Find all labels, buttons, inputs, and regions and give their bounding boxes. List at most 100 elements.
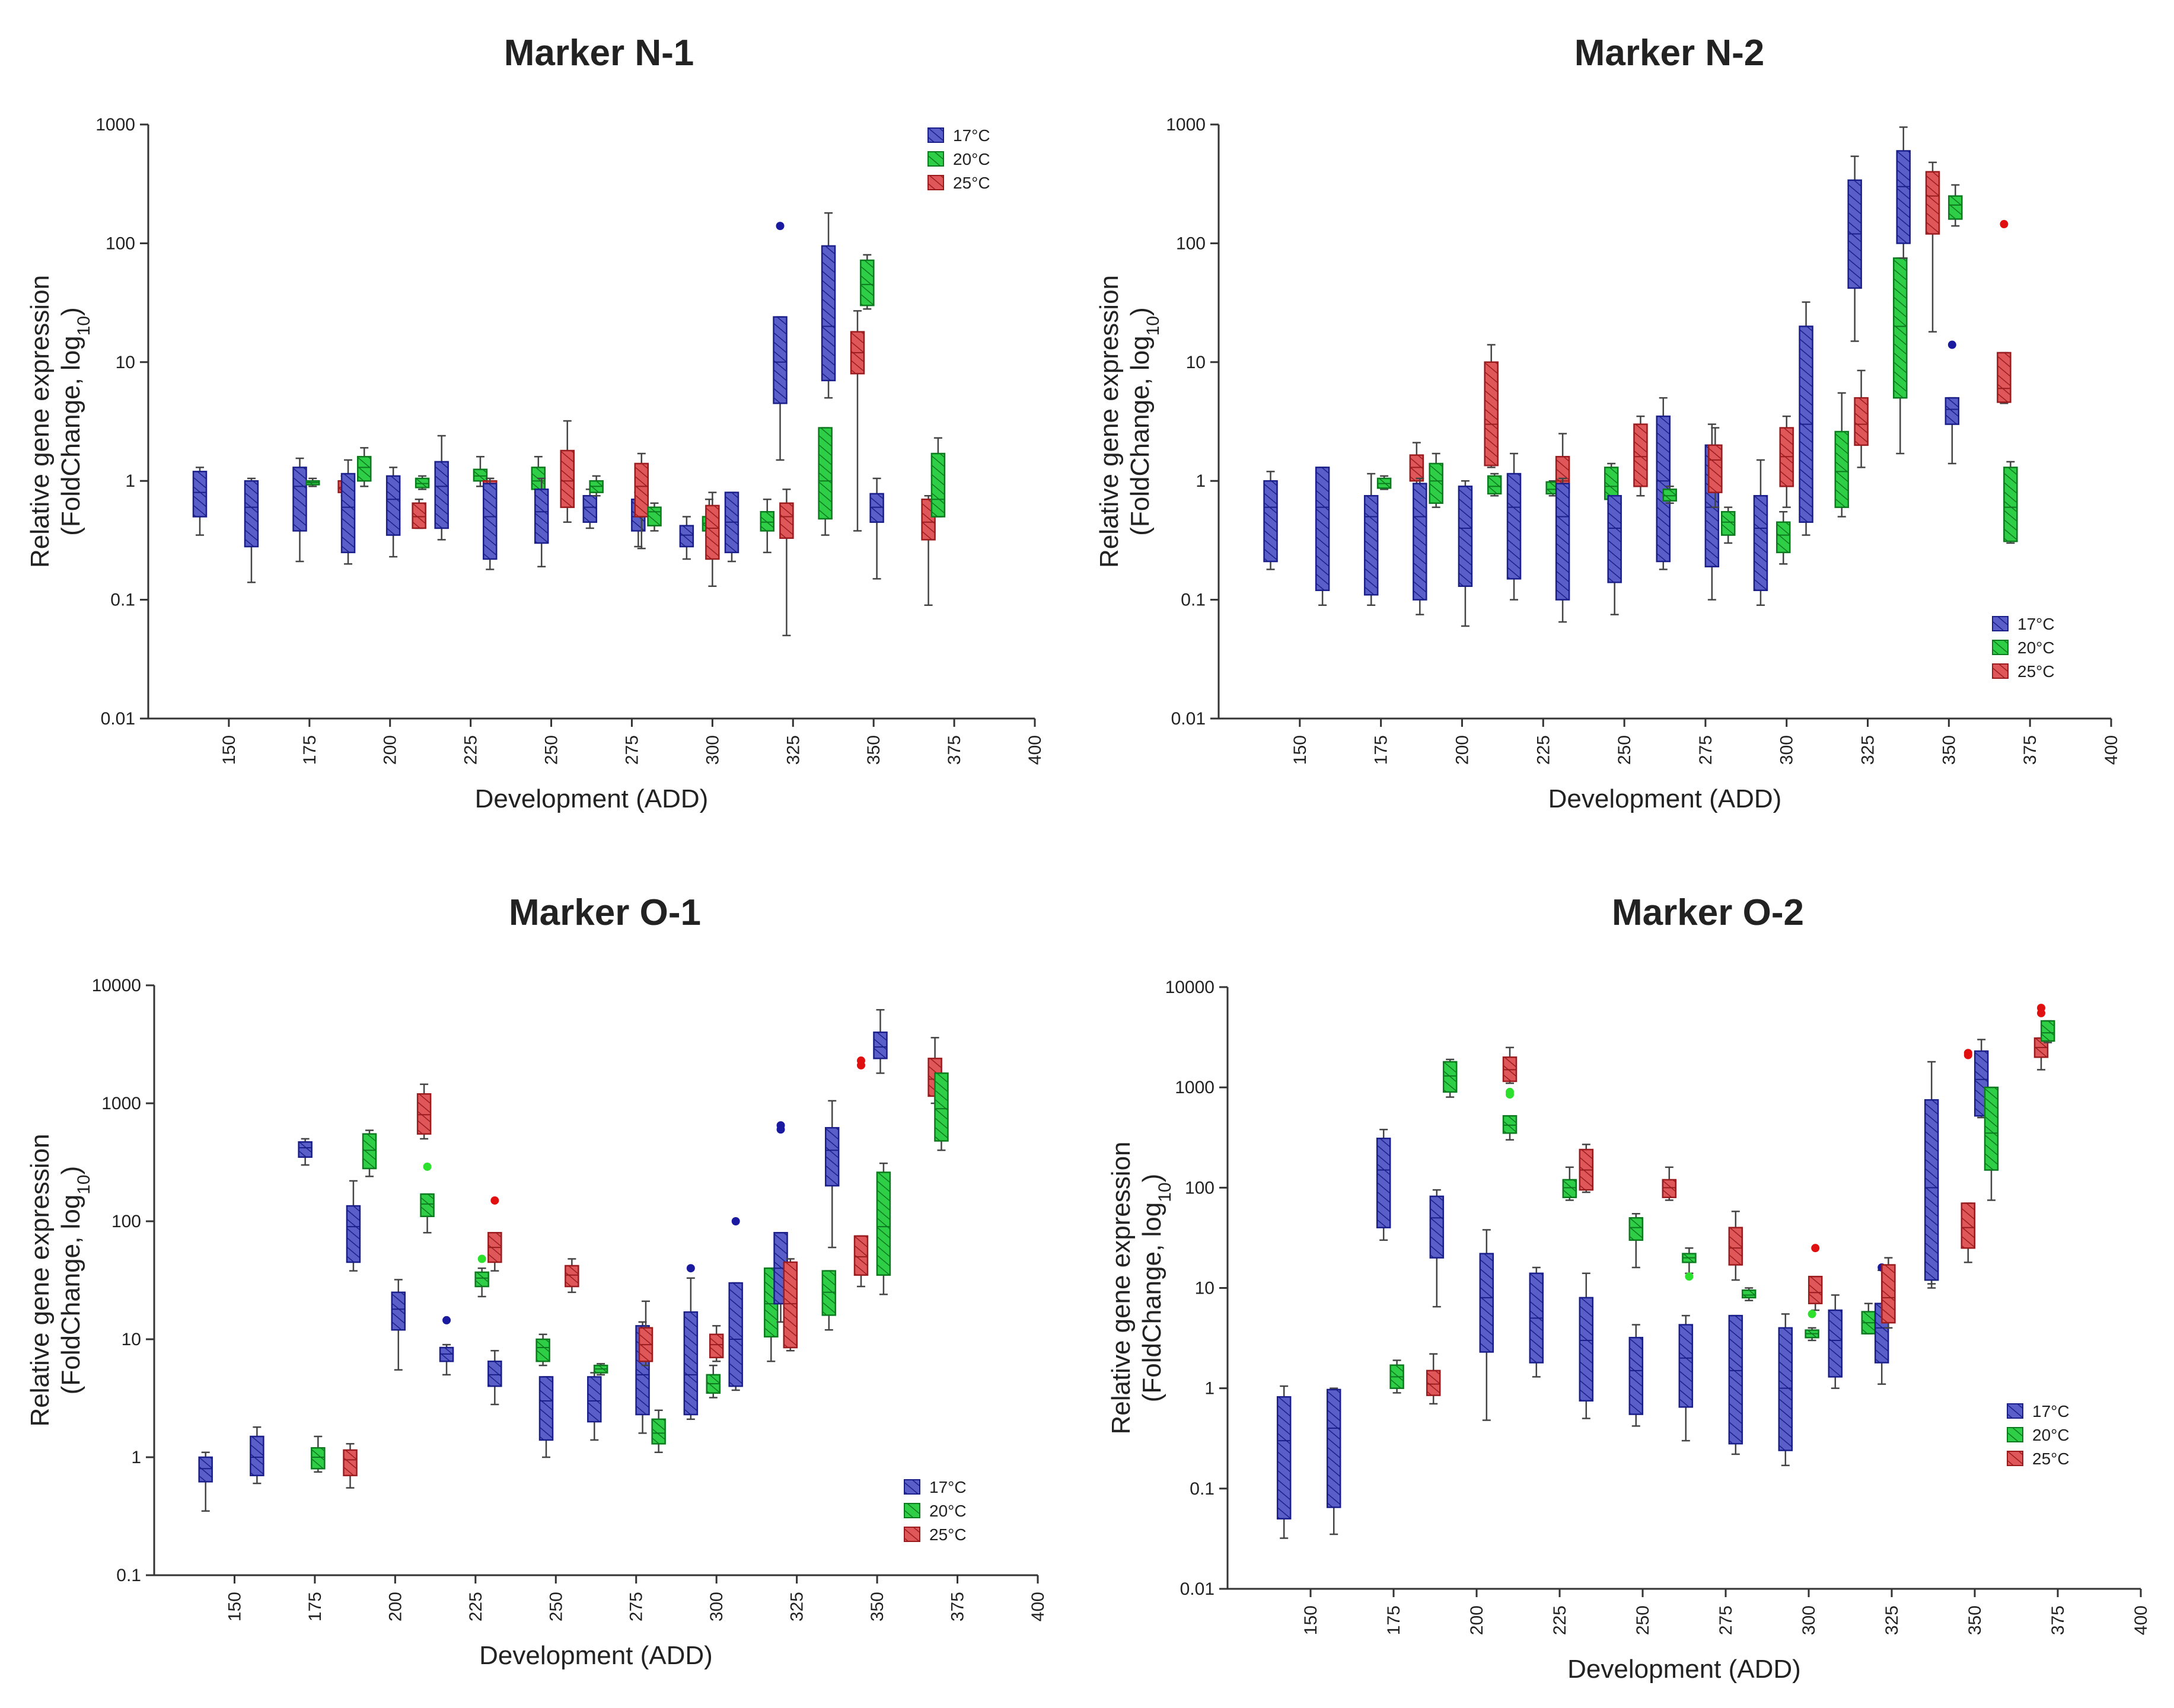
box-17c-add-141	[1263, 471, 1278, 570]
legend-label-17c: 17°C	[953, 126, 990, 145]
box-17c	[1678, 1324, 1694, 1408]
legend: 17°C 20°C 25°C	[2007, 1402, 2070, 1468]
box-17c-add-157	[1326, 1387, 1341, 1535]
y-tick-label: 0.1	[110, 590, 135, 610]
panel-marker-n-1: Marker N-1 0.01 0.1 1 10 100 1000 150 175 200 225 2…	[25, 33, 1045, 813]
box-25c	[1961, 1202, 1976, 1249]
box-25c-add-210	[1502, 1046, 1518, 1084]
box-20c	[1893, 257, 1908, 399]
box-17c-add-337	[1924, 1061, 1939, 1289]
x-tick-label: 200	[385, 1592, 405, 1621]
outlier-point-17c	[686, 1264, 695, 1273]
box-20c-add-176	[311, 1435, 326, 1473]
box-17c-add-201	[385, 467, 401, 558]
box-17c	[391, 1291, 406, 1331]
y-tick-label: 10	[116, 353, 135, 372]
box-17c-add-203	[1479, 1229, 1494, 1421]
y-tick-label: 100	[1185, 1178, 1214, 1198]
legend: 17°C 20°C 25°C	[927, 126, 990, 192]
y-tick-label: 1000	[101, 1094, 141, 1113]
x-tick-label: 375	[2020, 735, 2040, 765]
box-17c-add-201	[1458, 480, 1473, 627]
box-17c-add-292	[679, 516, 694, 560]
box-25c-add-209	[416, 1083, 432, 1140]
x-tick-label: 300	[1799, 1605, 1819, 1635]
box-20c	[860, 259, 875, 307]
chart-title: Marker N-2	[1574, 33, 1764, 74]
box-25c	[416, 1093, 432, 1135]
box-20c-add-227	[474, 1254, 489, 1298]
box-20c	[1442, 1061, 1458, 1093]
box-25c-add-323	[783, 1258, 798, 1352]
x-tick-label: 275	[1696, 735, 1716, 765]
box-20c	[1502, 1115, 1518, 1134]
legend-label-25c: 25°C	[2032, 1450, 2070, 1468]
outlier-point-17c	[442, 1316, 451, 1324]
outlier-point-25c	[1963, 1049, 1972, 1058]
box-17c-add-336	[1896, 126, 1911, 259]
y-tick-label: 1000	[1166, 115, 1206, 135]
legend-swatch-25c	[1992, 663, 2009, 679]
x-tick-label: 350	[864, 735, 884, 765]
y-tick-label: 0.01	[1171, 709, 1206, 729]
y-tick-label: 100	[111, 1212, 141, 1231]
box-20c-add-210	[1502, 1087, 1518, 1141]
box-17c	[198, 1456, 213, 1483]
legend-label-20c: 20°C	[929, 1502, 967, 1520]
box-25c-add-278	[1728, 1211, 1743, 1281]
legend: 17°C 20°C 25°C	[1992, 615, 2055, 681]
x-axis-label: Development (ADD)	[1548, 784, 1782, 813]
box-25c	[634, 462, 649, 518]
box-17c	[1315, 467, 1330, 591]
x-tick-label: 400	[1025, 735, 1045, 765]
box-25c	[1728, 1227, 1743, 1266]
x-tick-label: 375	[948, 1592, 968, 1621]
box-25c	[709, 1333, 724, 1359]
y-tick-label: 1000	[95, 115, 135, 135]
x-tick-label: 300	[703, 735, 722, 765]
box-17c	[773, 316, 788, 404]
legend-swatch-20c	[904, 1503, 920, 1518]
y-tick-label: 10000	[92, 976, 141, 995]
box-20c-add-228	[1562, 1166, 1577, 1201]
box-25c-add-278	[638, 1300, 654, 1367]
box-20c-add-301	[1805, 1310, 1819, 1342]
outlier-point-20c	[1506, 1087, 1514, 1096]
box-17c	[873, 1031, 888, 1059]
box-20c	[535, 1338, 550, 1362]
box-20c	[1429, 462, 1443, 504]
box-17c-add-321	[1847, 155, 1862, 342]
box-25c	[412, 502, 426, 529]
box-20c-add-282	[1720, 506, 1736, 544]
box-25c-add-186	[343, 1443, 358, 1489]
box-17c-add-262	[1656, 397, 1671, 570]
box-20c-add-317	[1834, 392, 1850, 518]
box-20c	[1776, 521, 1791, 554]
y-tick-label: 1	[1196, 471, 1206, 491]
box-25c-add-255	[1633, 415, 1648, 497]
box-17c-add-292	[683, 1264, 699, 1420]
box-25c-add-209	[412, 498, 426, 529]
box-17c	[821, 245, 836, 382]
box-25c-add-302	[1808, 1244, 1823, 1311]
box-17c	[1276, 1396, 1292, 1520]
legend-swatch-17c	[904, 1479, 920, 1495]
box-20c-add-264	[593, 1363, 608, 1376]
x-tick-label: 275	[627, 1592, 646, 1621]
legend-swatch-17c	[1992, 616, 2009, 631]
x-tick-label: 225	[466, 1592, 486, 1621]
box-17c-add-216	[434, 435, 449, 541]
box-20c	[473, 468, 488, 482]
x-tick-label: 150	[225, 1592, 244, 1621]
legend-swatch-17c	[927, 127, 944, 143]
box-20c-add-352	[876, 1162, 891, 1295]
outlier-point-20c	[1808, 1310, 1816, 1318]
box-17c-add-172	[298, 1138, 313, 1166]
box-17c	[1413, 483, 1427, 601]
box-17c-add-172	[292, 457, 307, 563]
box-17c	[250, 1435, 264, 1477]
box-20c	[1948, 195, 1963, 220]
box-20c	[651, 1418, 666, 1445]
x-tick-label: 175	[1384, 1605, 1404, 1635]
outlier-point-20c	[477, 1254, 486, 1263]
